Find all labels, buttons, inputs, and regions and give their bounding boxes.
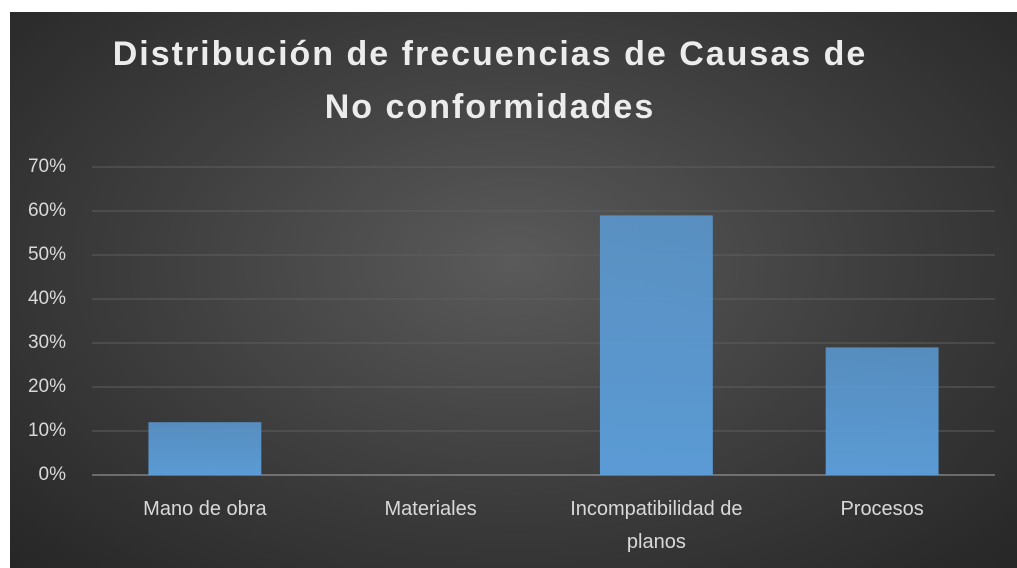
- x-tick-label: Incompatibilidad de planos: [570, 498, 743, 553]
- bar: [599, 215, 713, 475]
- y-tick-label: 20%: [28, 376, 66, 397]
- y-tick-label: 10%: [28, 420, 66, 441]
- y-tick-label: 50%: [28, 244, 66, 265]
- chart-title: Distribución de frecuencias de Causas de…: [112, 35, 868, 126]
- bar: [825, 347, 939, 475]
- x-tick-label: Materiales: [384, 498, 477, 520]
- x-tick-label: Procesos: [840, 498, 924, 520]
- x-tick-label: Mano de obra: [143, 498, 267, 520]
- y-tick-label: 30%: [28, 332, 66, 353]
- y-tick-label: 60%: [28, 200, 66, 221]
- chart: 0% 10% 20% 30% 40% 50% 60% 70% Distribución de …: [10, 12, 1017, 568]
- y-tick-label: 0%: [39, 464, 67, 485]
- y-tick-label: 40%: [28, 288, 66, 309]
- y-tick-label: 70%: [28, 156, 66, 177]
- bar: [148, 422, 262, 475]
- plot: 0% 10% 20% 30% 40% 50% 60% 70%: [28, 156, 995, 485]
